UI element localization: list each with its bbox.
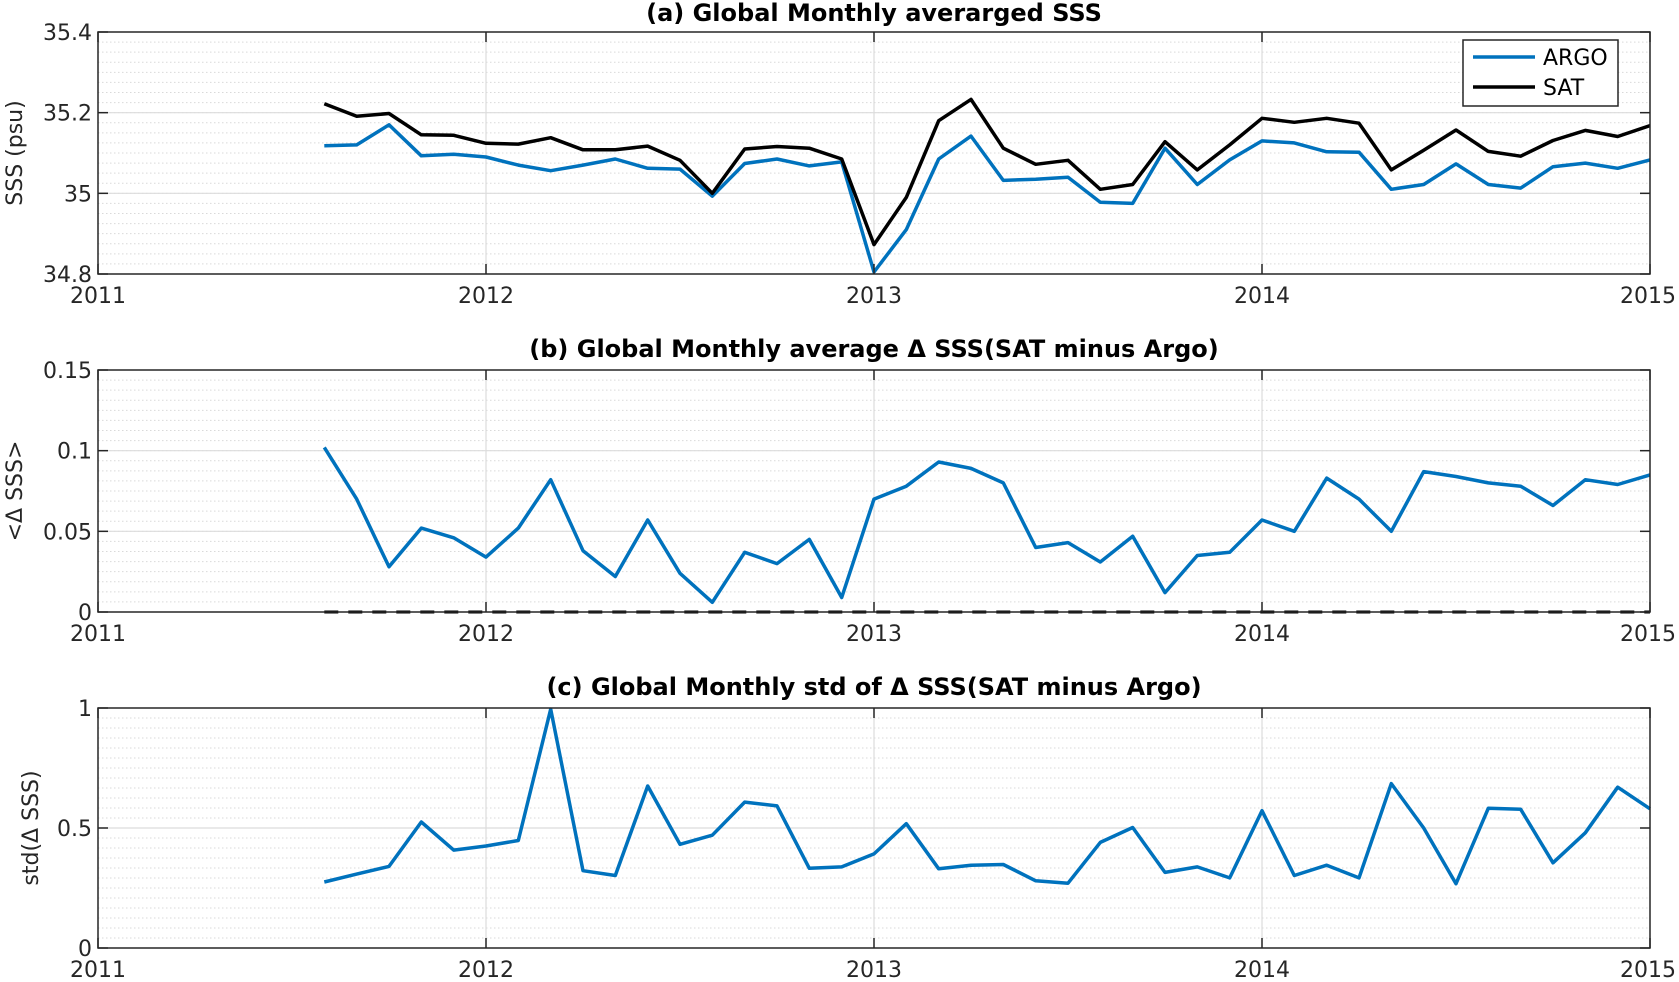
y-tick-label: 0.15: [43, 359, 92, 384]
legend-sat-label: SAT: [1543, 76, 1585, 101]
x-tick-label: 2014: [1234, 284, 1290, 309]
y-tick-label: 35.4: [43, 21, 92, 46]
panel-b-ylabel: <Δ SSS>: [3, 441, 28, 542]
y-tick-label: 35.2: [43, 102, 92, 127]
x-tick-label: 2013: [846, 958, 902, 982]
panel-b: (b) Global Monthly average Δ SSS(SAT min…: [3, 335, 1676, 647]
panel-c-title: (c) Global Monthly std of Δ SSS(SAT minu…: [546, 673, 1201, 701]
panel-a-ylabel: SSS (psu): [3, 100, 28, 205]
x-tick-label: 2013: [846, 284, 902, 309]
legend-box: [1462, 39, 1619, 107]
x-tick-label: 2012: [458, 284, 514, 309]
x-tick-label: 2015: [1620, 622, 1676, 647]
y-tick-label: 0.5: [57, 817, 92, 842]
series-line-argo: [324, 123, 1651, 274]
panel-c: (c) Global Monthly std of Δ SSS(SAT minu…: [19, 673, 1676, 982]
x-tick-label: 2011: [70, 284, 126, 309]
panel-a: (a) Global Monthly averarged SSS SSS (ps…: [3, 0, 1676, 309]
x-tick-label: 2014: [1234, 622, 1290, 647]
y-tick-label: 0.1: [57, 440, 92, 465]
series-line-delta-sss: [322, 446, 1651, 605]
y-tick-label: 1: [78, 697, 92, 722]
panel-a-title: (a) Global Monthly averarged SSS: [646, 0, 1102, 27]
x-tick-label: 2014: [1234, 958, 1290, 982]
y-tick-label: 0.05: [43, 520, 92, 545]
series-line-delta-sss: [323, 707, 1651, 886]
panel-c-ylabel: std(Δ SSS): [19, 770, 44, 885]
x-tick-label: 2012: [458, 622, 514, 647]
legend: ARGO SAT: [1462, 39, 1619, 107]
panel-b-title: (b) Global Monthly average Δ SSS(SAT min…: [529, 335, 1218, 363]
x-tick-label: 2011: [70, 958, 126, 982]
x-tick-label: 2015: [1620, 284, 1676, 309]
x-tick-label: 2012: [458, 958, 514, 982]
x-tick-label: 2013: [846, 622, 902, 647]
y-tick-label: 0: [78, 937, 92, 962]
y-tick-label: 0: [78, 601, 92, 626]
y-tick-label: 35: [64, 182, 92, 207]
x-tick-label: 2015: [1620, 958, 1676, 982]
legend-argo-label: ARGO: [1543, 46, 1608, 71]
y-tick-label: 34.8: [43, 263, 92, 288]
series-line-sat: [323, 97, 1651, 247]
x-tick-label: 2011: [70, 622, 126, 647]
